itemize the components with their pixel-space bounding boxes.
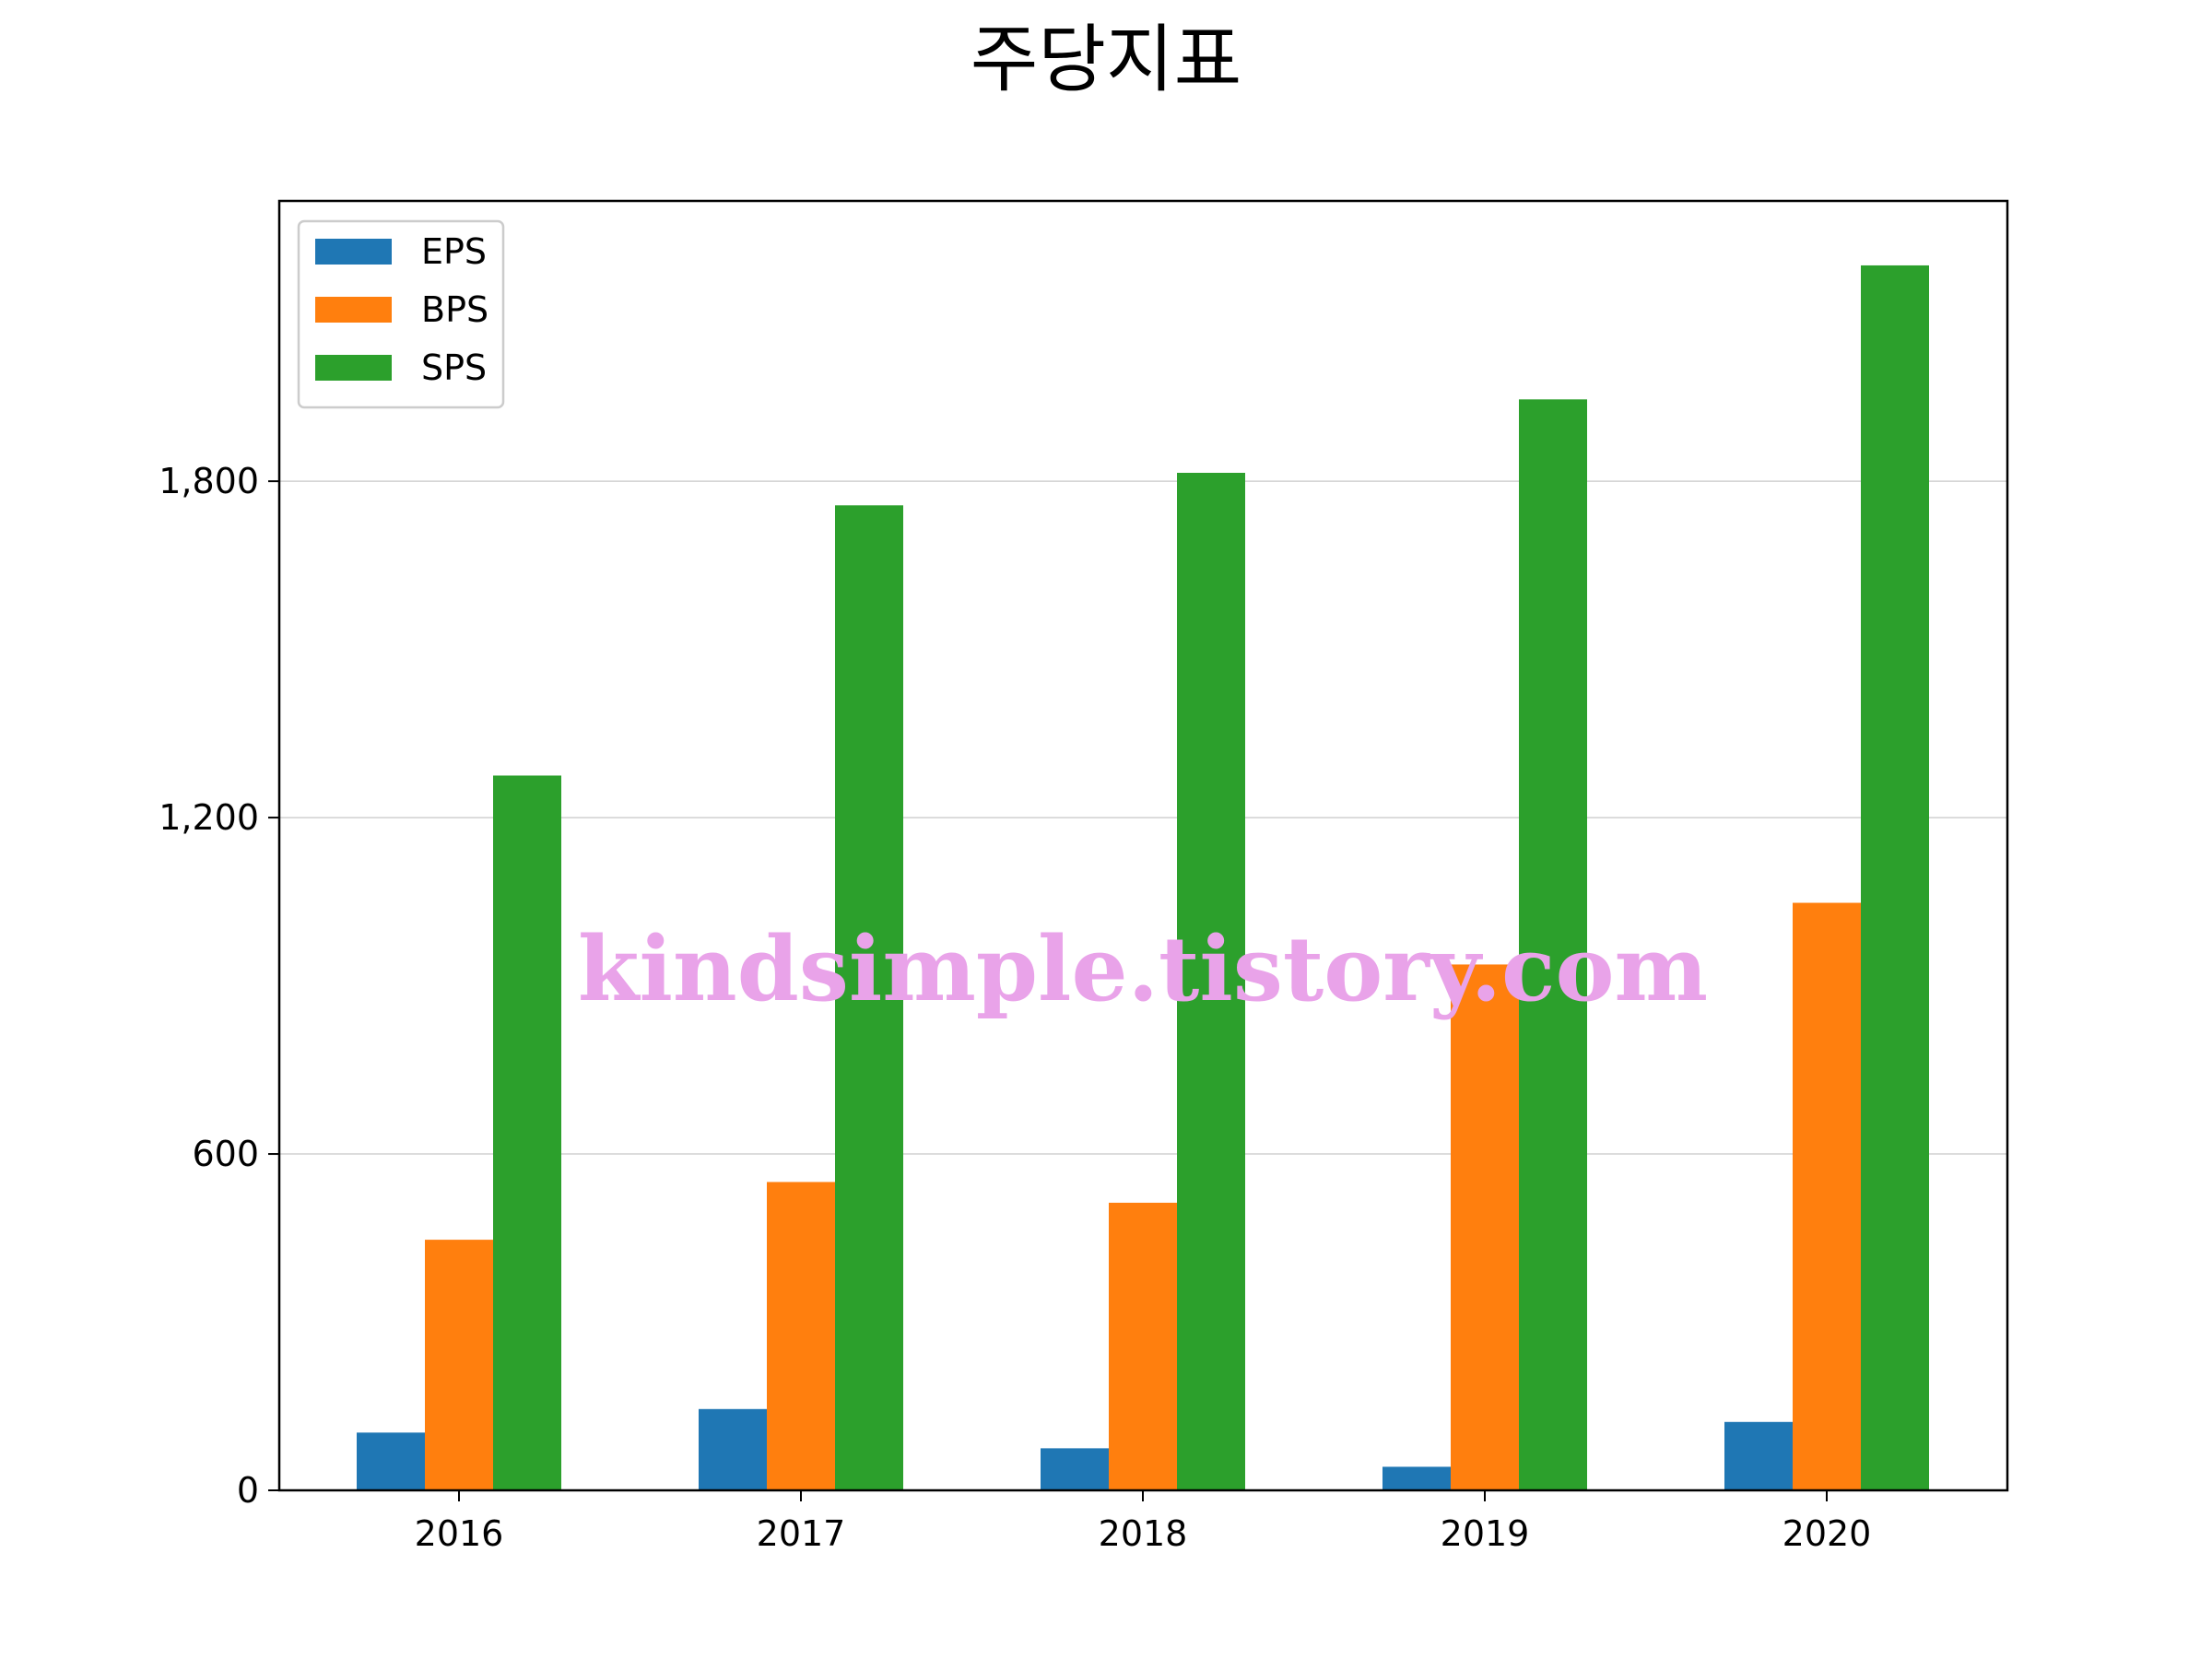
chart-title: 주당지표 bbox=[971, 17, 1241, 102]
bar-bps-2018 bbox=[1109, 1202, 1177, 1490]
x-tick-label: 2019 bbox=[1441, 1513, 1530, 1554]
bar-eps-2017 bbox=[699, 1408, 767, 1490]
y-tick-label: 1,800 bbox=[159, 461, 259, 501]
watermark: kindsimple.tistory.com bbox=[578, 917, 1708, 1021]
x-tick-label: 2017 bbox=[757, 1513, 846, 1554]
bars bbox=[357, 265, 1929, 1491]
x-axis: 2016 2017 2018 2019 2020 bbox=[415, 1490, 1872, 1554]
bar-bps-2016 bbox=[425, 1240, 493, 1490]
y-axis: 0 600 1,200 1,800 bbox=[159, 461, 279, 1511]
bar-sps-2018 bbox=[1177, 473, 1245, 1490]
legend-label-eps: EPS bbox=[421, 231, 487, 272]
y-tick-label: 0 bbox=[237, 1470, 259, 1511]
legend-label-bps: BPS bbox=[421, 289, 488, 330]
bar-sps-2020 bbox=[1861, 265, 1929, 1491]
y-tick-label: 600 bbox=[192, 1134, 259, 1174]
bar-bps-2019 bbox=[1451, 964, 1519, 1490]
legend-swatch-bps bbox=[315, 297, 392, 323]
x-tick-label: 2018 bbox=[1099, 1513, 1188, 1554]
y-tick-label: 1,200 bbox=[159, 797, 259, 838]
bar-sps-2017 bbox=[835, 505, 903, 1490]
x-tick-label: 2016 bbox=[415, 1513, 504, 1554]
bar-sps-2016 bbox=[493, 775, 561, 1490]
legend-label-sps: SPS bbox=[421, 347, 487, 388]
bar-eps-2018 bbox=[1041, 1448, 1109, 1490]
legend-swatch-sps bbox=[315, 355, 392, 381]
bar-eps-2019 bbox=[1382, 1466, 1451, 1490]
legend-swatch-eps bbox=[315, 239, 392, 265]
grid-lines bbox=[279, 480, 2007, 1155]
bar-eps-2016 bbox=[357, 1432, 425, 1490]
bar-bps-2020 bbox=[1793, 902, 1861, 1490]
bar-eps-2020 bbox=[1724, 1421, 1793, 1490]
bar-bps-2017 bbox=[767, 1182, 835, 1490]
legend: EPS BPS SPS bbox=[297, 219, 505, 409]
x-tick-label: 2020 bbox=[1783, 1513, 1872, 1554]
bar-sps-2019 bbox=[1519, 399, 1587, 1490]
